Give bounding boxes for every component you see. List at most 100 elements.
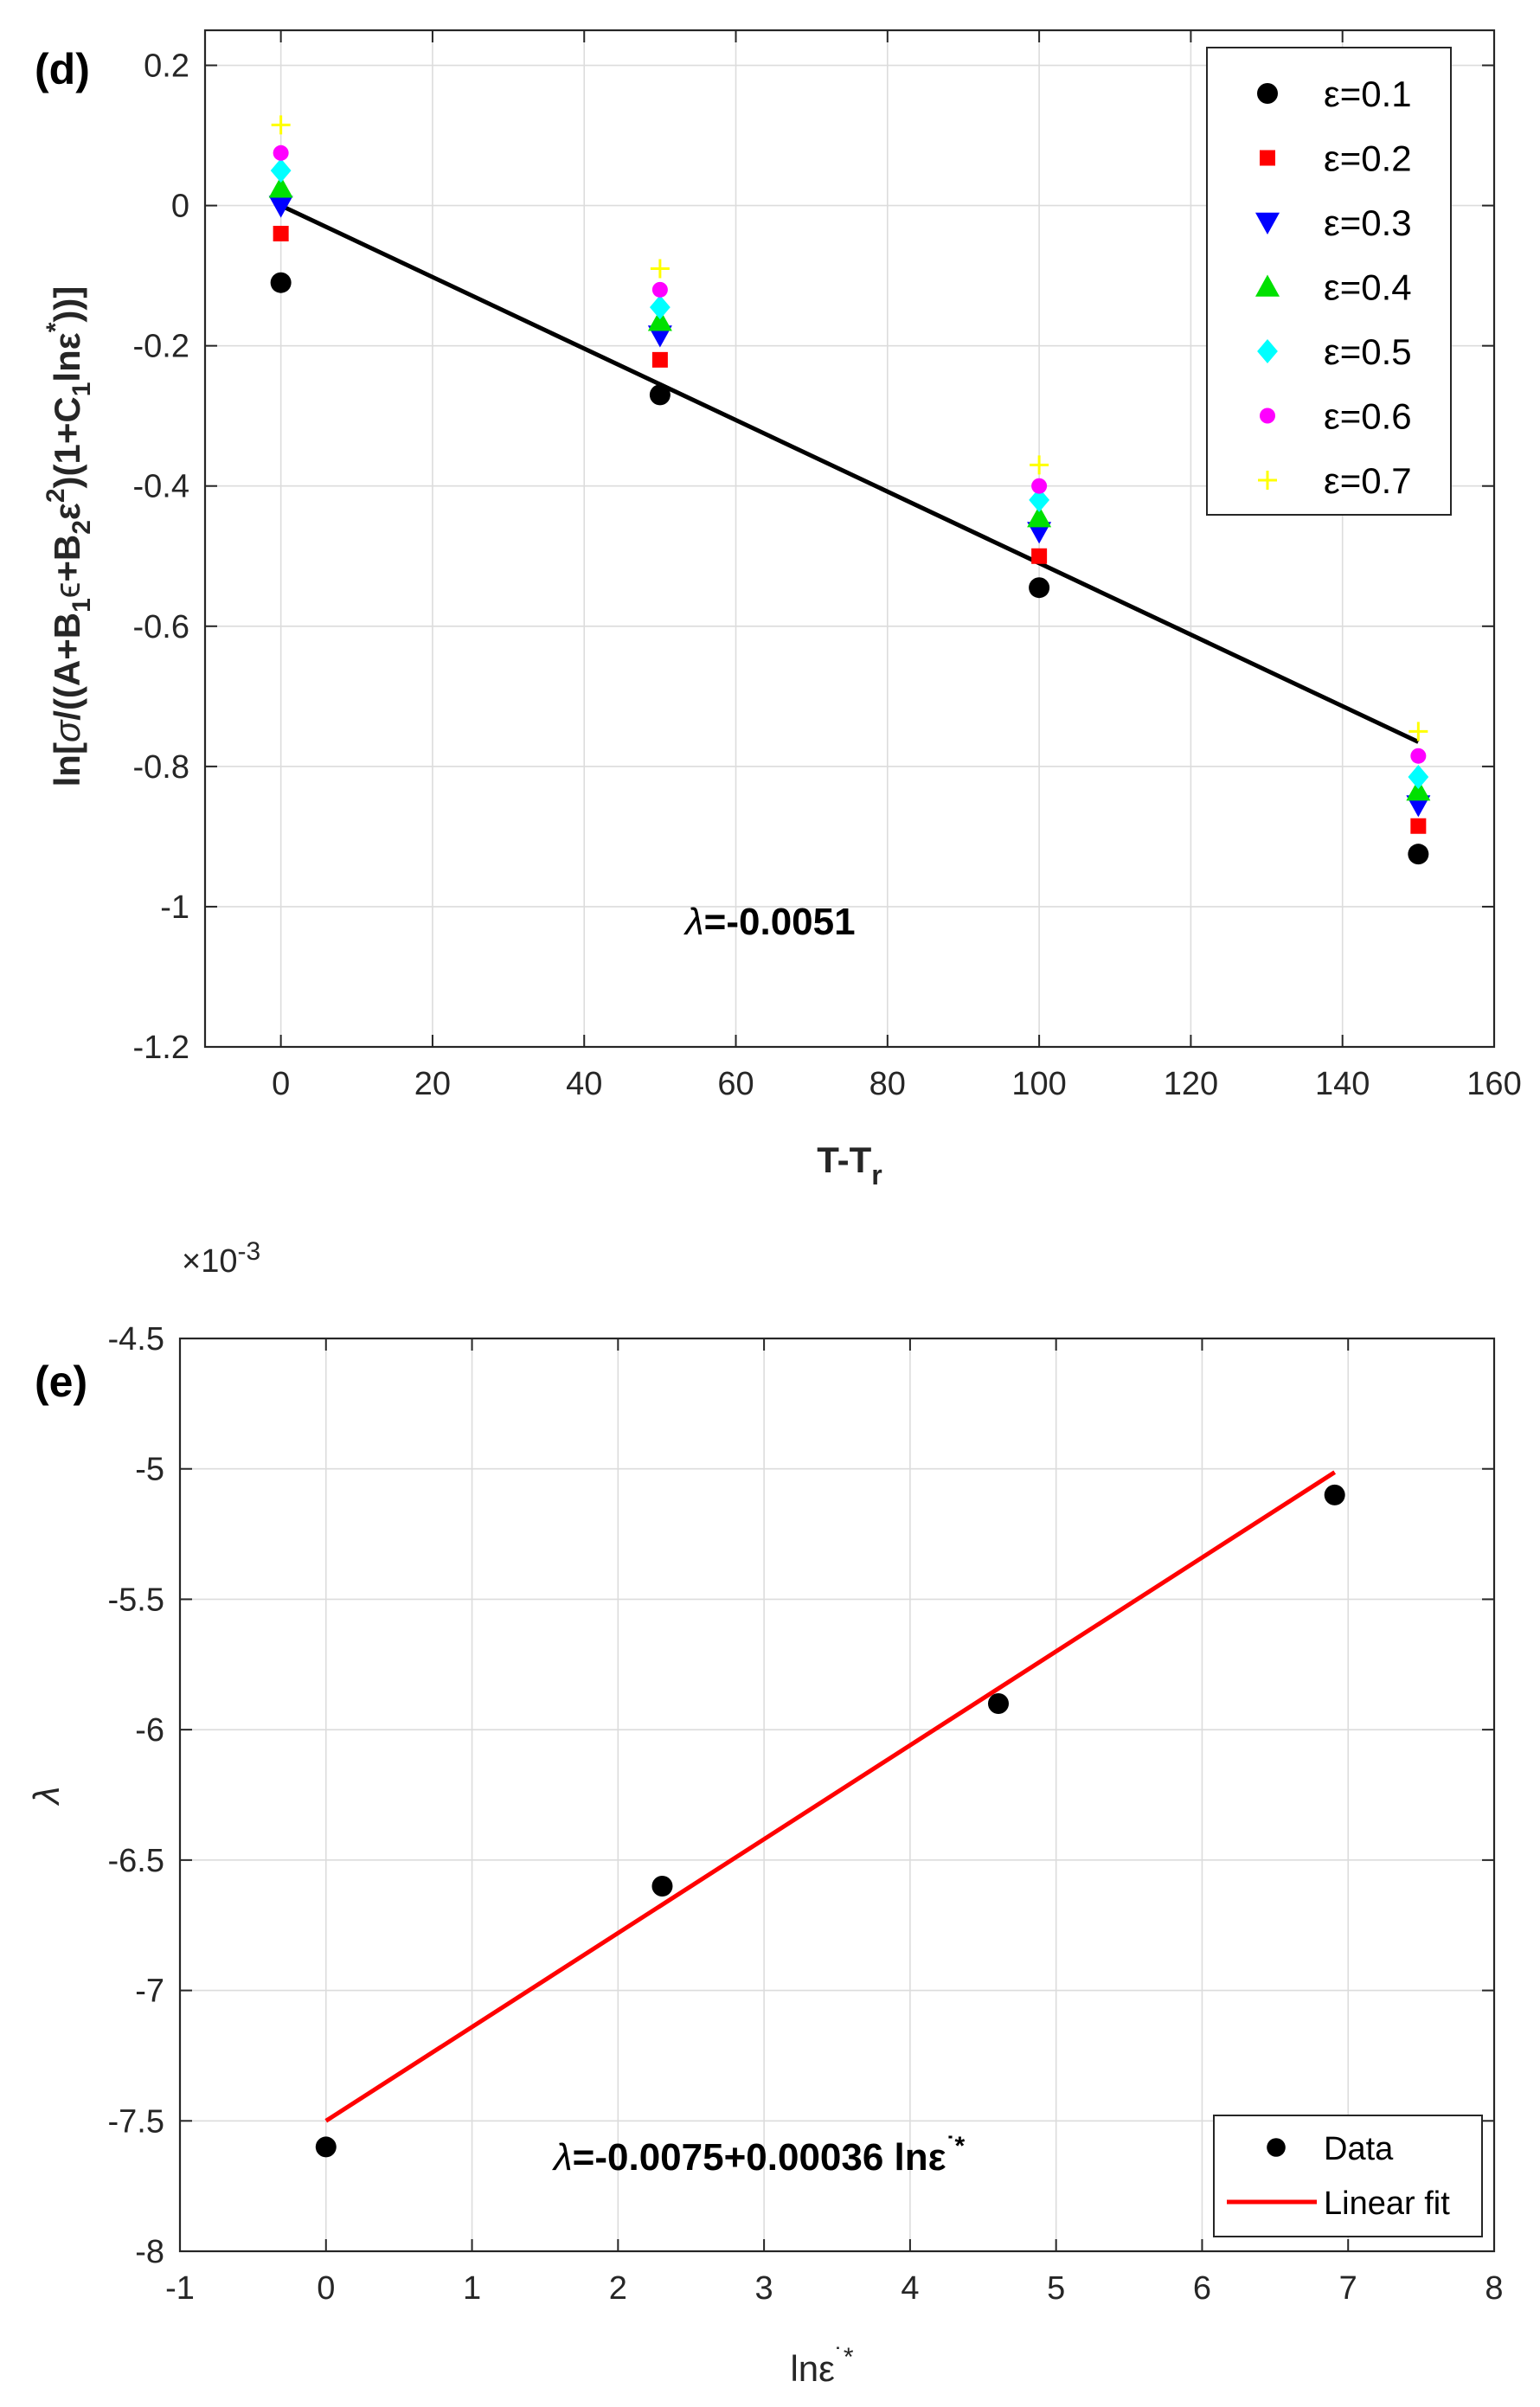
data-point xyxy=(651,351,668,368)
panel-e: -1 0 1 2 3 4 5 6 7 8-8-7.5-7-6.5-6-5.5-5-4.5 (e) … xyxy=(26,1237,1504,2389)
data-point xyxy=(273,144,289,161)
y-tick-label: -0.4 xyxy=(133,469,189,505)
x-tick-label: 6 xyxy=(1193,2270,1211,2307)
ylabel-part: ε xyxy=(47,503,87,520)
panel-d: 0 20 40 60 80 100 120 140 160-1.2-1-0.8-0.6-0.4-… xyxy=(35,29,1522,1191)
x-tick-label: 5 xyxy=(1047,2270,1065,2307)
x-tick-label: 160 xyxy=(1466,1066,1521,1102)
exponent-power: -3 xyxy=(237,1237,260,1266)
y-tick-label: -7.5 xyxy=(108,2103,164,2140)
panel-e-annotation: λ=-0.0075+0.00036 lnε˙* xyxy=(552,2132,966,2179)
ylabel-part: /((A+B xyxy=(47,613,87,721)
data-point xyxy=(268,176,293,198)
ylabel-part: 1 xyxy=(67,598,96,613)
data-point xyxy=(1027,505,1052,528)
x-tick-label: 0 xyxy=(272,1066,290,1102)
ylabel-part: * xyxy=(42,322,70,332)
legend-label: ε=0.4 xyxy=(1324,267,1412,308)
y-tick-label: -6 xyxy=(135,1712,164,1749)
y-tick-label: -0.6 xyxy=(133,609,189,645)
data-point xyxy=(1410,818,1427,834)
data-point xyxy=(651,1876,673,1897)
data-point xyxy=(987,1693,1009,1714)
data-point xyxy=(315,2136,337,2158)
legend-label: Linear fit xyxy=(1324,2186,1450,2222)
legend-marker xyxy=(1260,150,1275,166)
panel-d-x-axis-label: T-Tr xyxy=(817,1139,882,1191)
ylabel-part: 2 xyxy=(42,488,70,503)
annotation-text: =-0.0075+0.00036 lnε xyxy=(573,2136,946,2179)
data-point xyxy=(647,309,672,331)
data-point xyxy=(1029,577,1050,599)
ylabel-part: σ xyxy=(47,719,87,742)
panel-d-points xyxy=(268,115,1431,865)
legend-label: ε=0.7 xyxy=(1324,460,1412,501)
ylabel-part: ϵ xyxy=(47,582,87,599)
legend-label: ε=0.2 xyxy=(1324,138,1412,179)
data-point xyxy=(1406,795,1431,818)
legend-marker xyxy=(1257,83,1278,104)
panel-e-x-axis-label: lnε˙* xyxy=(790,2343,853,2389)
panel-d-legend-items: ε=0.1 ε=0.2 ε=0.3 ε=0.4 ε=0.5 ε=0.6 ε=0.7 xyxy=(1255,74,1412,501)
legend-marker xyxy=(1267,2138,1286,2157)
fit-line xyxy=(324,1470,1337,2123)
x-tick-label: 60 xyxy=(717,1066,754,1102)
x-tick-label: 2 xyxy=(609,2270,627,2307)
data-point xyxy=(1031,548,1048,564)
xlabel-sub: r xyxy=(871,1159,882,1191)
y-tick-label: -1 xyxy=(160,889,189,926)
y-tick-label: -5.5 xyxy=(108,1582,164,1618)
panel-e-legend-box xyxy=(1213,2115,1483,2237)
panel-e-legend: Data Linear fit xyxy=(1213,2115,1483,2237)
xlabel-main: lnε xyxy=(790,2348,834,2389)
x-tick-label: 0 xyxy=(317,2270,335,2307)
data-point xyxy=(1408,844,1429,865)
legend-marker xyxy=(1255,274,1280,297)
y-tick-label: -1.2 xyxy=(133,1030,189,1066)
annotation-lambda: λ xyxy=(683,901,704,943)
data-point xyxy=(1030,455,1049,475)
y-tick-label: -6.5 xyxy=(108,1843,164,1879)
x-tick-label: -1 xyxy=(165,2270,195,2307)
data-point xyxy=(1410,748,1427,764)
ylabel-part: 2 xyxy=(67,520,96,535)
data-point xyxy=(650,259,670,279)
legend-marker xyxy=(1255,212,1280,234)
data-point xyxy=(270,272,292,293)
panel-e-axes-box xyxy=(178,1337,1496,2253)
y-tick-label: -0.8 xyxy=(133,749,189,786)
panel-e-exponent-label: ×10-3 xyxy=(182,1237,260,1280)
y-tick-label: -8 xyxy=(135,2234,164,2270)
x-tick-label: 140 xyxy=(1315,1066,1370,1102)
legend-label: Data xyxy=(1324,2131,1394,2167)
data-point xyxy=(647,325,672,348)
y-tick-label: 0.2 xyxy=(144,48,189,85)
data-point xyxy=(273,226,289,241)
legend-label: ε=0.3 xyxy=(1324,202,1412,243)
x-tick-label: 7 xyxy=(1339,2270,1357,2307)
data-point xyxy=(1408,722,1428,741)
panel-e-legend-items: Data Linear fit xyxy=(1227,2131,1450,2222)
annotation-text: =-0.0051 xyxy=(704,901,856,943)
panel-d-annotation: λ=-0.0051 xyxy=(683,901,856,943)
panel-d-legend-box xyxy=(1206,47,1452,516)
fit-line xyxy=(279,203,1420,744)
data-point xyxy=(651,281,668,298)
y-tick-label: -4.5 xyxy=(108,1321,164,1358)
panel-d-fit-layer xyxy=(279,203,1420,744)
x-tick-label: 4 xyxy=(901,2270,919,2307)
panel-e-label: (e) xyxy=(35,1358,87,1406)
data-point xyxy=(1406,779,1431,801)
data-point xyxy=(1031,478,1048,494)
ylabel-part: 1 xyxy=(67,382,96,397)
x-tick-label: 1 xyxy=(463,2270,481,2307)
data-point xyxy=(1029,487,1050,512)
panel-d-label: (d) xyxy=(35,45,90,93)
ylabel-part: ))] xyxy=(47,286,87,323)
panel-d-y-axis-label: ln[σ/((A+B1ϵ+B2ε2)(1+C1lnε*))] xyxy=(42,286,96,787)
x-tick-label: 120 xyxy=(1164,1066,1218,1102)
x-tick-label: 40 xyxy=(566,1066,602,1102)
legend-marker xyxy=(1257,339,1278,363)
data-point xyxy=(1027,522,1052,544)
